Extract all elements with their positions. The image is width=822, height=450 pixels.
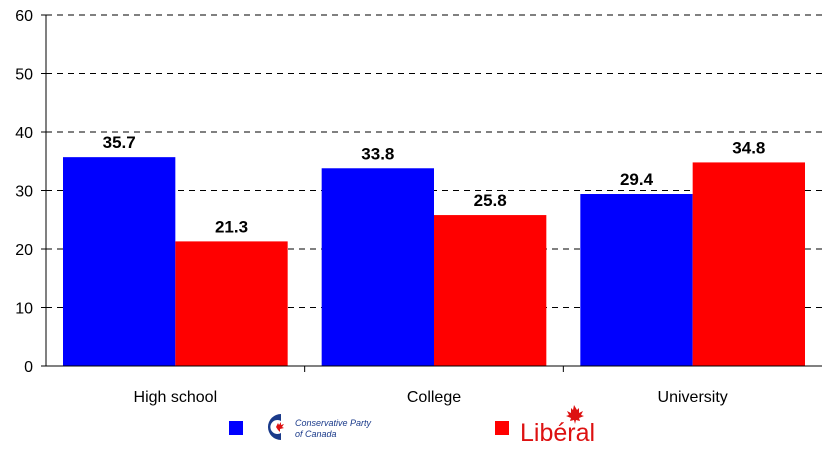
y-tick-label-0: 0 [24, 359, 33, 376]
bar-college-series-0 [321, 168, 434, 366]
legend-swatch-conservative [229, 421, 243, 435]
data-label: 34.8 [732, 138, 765, 157]
bar-college-series-1 [434, 215, 547, 366]
x-category-label: College [407, 389, 461, 406]
liberal-party-logo: Libéral [520, 405, 595, 447]
y-tick-label-30: 30 [15, 184, 33, 201]
x-category-label: University [658, 389, 728, 406]
bars [63, 157, 805, 366]
y-tick-label-60: 60 [15, 8, 33, 25]
data-label: 29.4 [620, 170, 654, 189]
bar-university-series-1 [692, 162, 805, 366]
legend-swatch-liberal [495, 421, 509, 435]
legend: Conservative Party of Canada Libéral [229, 405, 595, 447]
conservative-logo-line2: of Canada [295, 429, 337, 439]
maple-leaf-icon [566, 405, 584, 424]
bar-high-school-series-0 [63, 157, 176, 366]
y-tick-label-20: 20 [15, 242, 33, 259]
axes [45, 15, 822, 372]
x-category-label: High school [134, 389, 218, 406]
data-label: 21.3 [215, 217, 248, 236]
y-axis-tick-labels: 0 10 20 30 40 50 60 [15, 8, 46, 376]
bar-high-school-series-1 [175, 241, 288, 366]
y-tick-label-10: 10 [15, 301, 33, 318]
conservative-c-mark-icon [267, 413, 281, 441]
liberal-logo-text: Libéral [520, 419, 595, 447]
category-labels: High school College University [134, 389, 728, 406]
data-label: 25.8 [474, 191, 507, 210]
y-tick-label-50: 50 [15, 67, 33, 84]
data-label: 33.8 [361, 144, 394, 163]
bar-university-series-0 [580, 194, 693, 366]
data-labels: 35.7 21.3 33.8 25.8 29.4 34.8 [103, 133, 766, 236]
data-label: 35.7 [103, 133, 136, 152]
conservative-party-logo: Conservative Party of Canada [267, 413, 372, 441]
y-tick-label-40: 40 [15, 125, 33, 142]
conservative-logo-line1: Conservative Party [295, 418, 372, 428]
maple-leaf-icon [276, 422, 284, 432]
